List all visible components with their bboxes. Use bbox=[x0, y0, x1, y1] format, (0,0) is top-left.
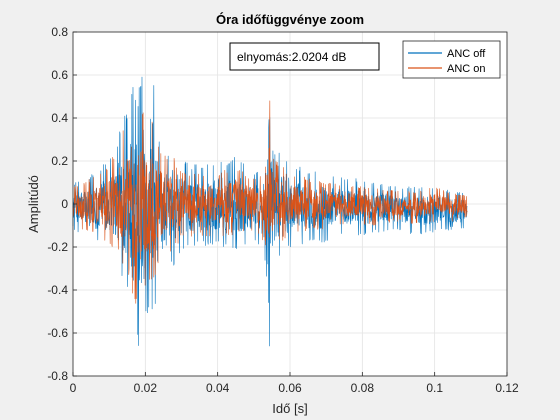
y-tick-label: -0.8 bbox=[47, 369, 68, 383]
legend: ANC off ANC on bbox=[402, 40, 501, 79]
y-tick-label: 0.6 bbox=[51, 68, 68, 82]
legend-border bbox=[402, 40, 501, 79]
x-tick-label: 0.06 bbox=[278, 381, 302, 395]
legend-label-anc-on: ANC on bbox=[447, 63, 486, 75]
annotation-border bbox=[229, 42, 380, 71]
y-tick-label: -0.4 bbox=[47, 283, 68, 297]
chart-title: Óra időfüggvénye zoom bbox=[216, 12, 364, 27]
y-tick-label: 0.4 bbox=[51, 111, 68, 125]
y-tick-label: -0.6 bbox=[47, 326, 68, 340]
x-tick-label: 0.08 bbox=[351, 381, 375, 395]
x-tick-label: 0.1 bbox=[426, 381, 443, 395]
y-tick-label: 0 bbox=[61, 197, 68, 211]
x-tick-label: 0.04 bbox=[206, 381, 230, 395]
x-tick-label: 0 bbox=[70, 381, 77, 395]
legend-label-anc-off: ANC off bbox=[447, 48, 486, 60]
x-axis-label: Idő [s] bbox=[272, 401, 307, 416]
ticks: 0 0.02 0.04 0.06 0.08 0.1 0.12 -0.8 -0.6 -0.4 -0.2… bbox=[47, 25, 519, 395]
x-tick-label: 0.02 bbox=[134, 381, 158, 395]
series-layer bbox=[72, 76, 468, 347]
y-tick-label: -0.2 bbox=[47, 240, 68, 254]
annotation-box: elnyomás:2.0204 dB bbox=[229, 42, 380, 71]
series-line-anc-on bbox=[72, 100, 468, 304]
annotation-text: elnyomás:2.0204 dB bbox=[237, 50, 346, 64]
y-tick-label: 0.8 bbox=[51, 25, 68, 39]
y-axis-label: Amplitúdó bbox=[26, 175, 41, 233]
y-tick-label: 0.2 bbox=[51, 154, 68, 168]
x-tick-label: 0.12 bbox=[495, 381, 519, 395]
